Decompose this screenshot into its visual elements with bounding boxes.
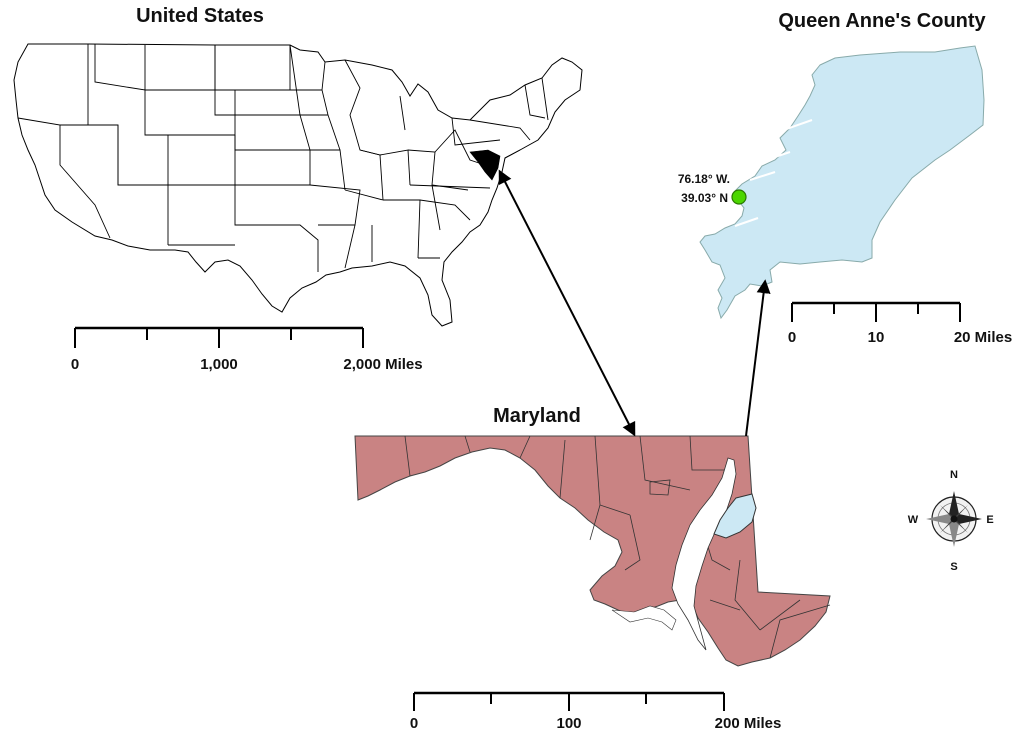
maryland-scale-label-100: 100: [556, 715, 581, 732]
us-maryland-highlight: [469, 149, 501, 181]
us-scale-bar: [74, 326, 364, 348]
maryland-title: Maryland: [493, 405, 581, 427]
maryland-shape: [354, 435, 831, 667]
us-scale-label-1000: 1,000: [200, 356, 238, 373]
qa-scale-label-20: 20 Miles: [954, 329, 1012, 346]
qa-inlets: [734, 119, 813, 227]
maryland-scale-label-0: 0: [410, 715, 418, 732]
maryland-scale-bar: [413, 691, 725, 711]
compass-north-label: N: [950, 469, 958, 481]
qa-title: Queen Anne's County: [778, 10, 986, 32]
maryland-scale-label-200: 200 Miles: [715, 715, 782, 732]
potomac-river: [611, 605, 677, 631]
latitude-label: 39.03° N: [681, 191, 728, 205]
qa-scale-label-0: 0: [788, 329, 796, 346]
compass-east-label: E: [986, 514, 993, 526]
compass-south-label: S: [950, 561, 957, 573]
compass-west-label: W: [908, 514, 919, 526]
maryland-queen-annes-highlight: [713, 493, 757, 539]
location-marker: [731, 189, 747, 205]
qa-scale-bar: [791, 301, 961, 322]
us-map: [13, 43, 583, 327]
us-scale-label-0: 0: [71, 356, 79, 373]
qa-county-shape: [699, 45, 985, 320]
longitude-label: 76.18° W.: [678, 172, 730, 186]
us-state-borders: [17, 44, 549, 272]
us-scale-label-2000: 2,000 Miles: [343, 356, 422, 373]
us-to-maryland-arrow: [498, 169, 636, 437]
chesapeake-bay: [671, 457, 737, 651]
compass-rose-icon: [926, 491, 982, 547]
maryland-county-borders: [404, 435, 831, 659]
us-title: United States: [136, 5, 264, 27]
maryland-to-county-arrow: [745, 279, 771, 437]
qa-scale-label-10: 10: [868, 329, 885, 346]
